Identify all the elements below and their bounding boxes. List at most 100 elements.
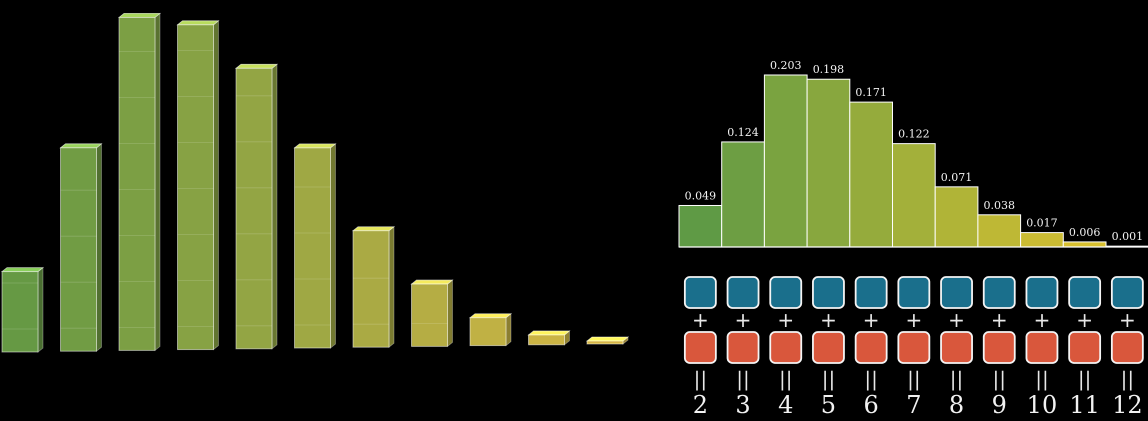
bar-8 bbox=[934, 186, 979, 248]
plus-symbol: + bbox=[1119, 308, 1136, 332]
blue-die-square bbox=[897, 276, 931, 309]
sum-tick-label-4: 4 bbox=[778, 391, 793, 419]
bar-2 bbox=[678, 204, 723, 248]
blue-die-square bbox=[812, 276, 845, 309]
sum-column-5: + ||5 bbox=[812, 276, 845, 419]
equals-symbol: || bbox=[779, 367, 792, 392]
blue-die-square bbox=[769, 276, 803, 309]
sum-column-4: + ||4 bbox=[769, 276, 803, 419]
blue-die-square bbox=[683, 276, 717, 309]
equals-symbol: || bbox=[993, 367, 1006, 392]
sum-tick-label-8: 8 bbox=[949, 391, 964, 419]
value-label-9: 0.038 bbox=[984, 199, 1016, 212]
blue-die-square bbox=[982, 276, 1016, 309]
plus-symbol: + bbox=[948, 308, 965, 332]
blue-die-square bbox=[726, 276, 760, 309]
sum-tick-label-10: 10 bbox=[1027, 391, 1058, 419]
sum-tick-label-11: 11 bbox=[1069, 391, 1100, 419]
bar-4 bbox=[763, 74, 808, 248]
value-label-12: 0.001 bbox=[1112, 230, 1144, 243]
red-die-square bbox=[726, 331, 760, 364]
plus-symbol: + bbox=[735, 308, 752, 332]
blue-die-square bbox=[1110, 276, 1144, 309]
plus-symbol: + bbox=[1076, 308, 1093, 332]
red-die-square bbox=[812, 331, 845, 364]
sum-column-6: + ||6 bbox=[854, 276, 888, 419]
sum-tick-label-9: 9 bbox=[992, 391, 1007, 419]
bar-5 bbox=[806, 78, 851, 248]
sum-tick-label-12: 12 bbox=[1112, 391, 1143, 419]
block-bar-10 bbox=[585, 336, 630, 345]
red-die-square bbox=[1110, 331, 1144, 364]
plus-symbol: + bbox=[863, 308, 880, 332]
sum-column-2: + ||2 bbox=[683, 276, 717, 419]
blue-die-square bbox=[1025, 276, 1059, 309]
value-label-5: 0.198 bbox=[813, 63, 845, 76]
sum-column-10: + ||10 bbox=[1025, 276, 1059, 419]
bar-10 bbox=[1020, 232, 1064, 248]
block-bar-7 bbox=[410, 279, 454, 348]
sum-column-9: + ||9 bbox=[982, 276, 1016, 419]
red-die-square bbox=[897, 331, 931, 364]
block-bar-6 bbox=[351, 225, 396, 349]
equals-symbol: || bbox=[822, 367, 835, 392]
bar-11 bbox=[1062, 241, 1107, 248]
sum-tick-label-6: 6 bbox=[864, 391, 879, 419]
value-label-4: 0.203 bbox=[770, 59, 802, 72]
sum-column-8: + ||8 bbox=[940, 276, 973, 419]
plus-symbol: + bbox=[905, 308, 922, 332]
sum-tick-label-7: 7 bbox=[906, 391, 921, 419]
equals-symbol: || bbox=[950, 367, 963, 392]
red-die-square bbox=[769, 331, 803, 364]
sum-tick-label-2: 2 bbox=[693, 391, 708, 419]
block-bar-0 bbox=[0, 266, 45, 353]
sum-tick-label-5: 5 bbox=[821, 391, 836, 419]
value-label-2: 0.049 bbox=[685, 189, 717, 202]
red-die-square bbox=[683, 331, 717, 364]
red-die-square bbox=[982, 331, 1016, 364]
bar-3 bbox=[721, 141, 765, 248]
left-3d-bar-chart bbox=[0, 12, 630, 353]
plus-symbol: + bbox=[820, 308, 837, 332]
block-bar-9 bbox=[527, 330, 571, 346]
block-bar-2 bbox=[117, 12, 162, 352]
bar-9 bbox=[977, 214, 1022, 248]
plus-symbol: + bbox=[991, 308, 1008, 332]
plus-symbol: + bbox=[1034, 308, 1051, 332]
value-label-10: 0.017 bbox=[1026, 217, 1058, 230]
sum-tick-label-3: 3 bbox=[735, 391, 750, 419]
sum-column-7: + ||7 bbox=[897, 276, 931, 419]
plus-symbol: + bbox=[777, 308, 794, 332]
sum-column-12: + ||12 bbox=[1110, 276, 1144, 419]
blue-die-square bbox=[1068, 276, 1102, 309]
value-label-6: 0.171 bbox=[855, 86, 887, 99]
red-die-square bbox=[1068, 331, 1102, 364]
equals-symbol: || bbox=[694, 367, 707, 392]
sum-column-3: + ||3 bbox=[726, 276, 760, 419]
block-bar-5 bbox=[293, 143, 337, 349]
value-label-3: 0.124 bbox=[727, 126, 759, 139]
red-die-square bbox=[854, 331, 888, 364]
equals-symbol: || bbox=[907, 367, 920, 392]
value-label-8: 0.071 bbox=[941, 171, 973, 184]
value-label-7: 0.122 bbox=[898, 128, 930, 141]
block-bar-3 bbox=[176, 19, 220, 351]
right-bar-chart: 0.049 0.124 0.203 0.198 0.171 0.122 0.071 0.038… bbox=[678, 59, 1148, 248]
blue-die-square bbox=[854, 276, 888, 309]
red-die-square bbox=[1025, 331, 1059, 364]
plus-symbol: + bbox=[692, 308, 709, 332]
equals-symbol: || bbox=[736, 367, 749, 392]
red-die-square bbox=[940, 331, 973, 364]
value-label-11: 0.006 bbox=[1069, 226, 1101, 239]
block-bar-8 bbox=[468, 312, 513, 347]
bar-7 bbox=[892, 143, 936, 248]
bar-6 bbox=[849, 101, 893, 248]
equals-symbol: || bbox=[1121, 367, 1134, 392]
equals-symbol: || bbox=[1035, 367, 1048, 392]
sum-diagram: +||2+||3+||4+||5+||6+||7+||8+||9+||10+||… bbox=[683, 276, 1144, 419]
blue-die-square bbox=[940, 276, 973, 309]
equals-symbol: || bbox=[1078, 367, 1091, 392]
block-bar-1 bbox=[59, 142, 103, 353]
equals-symbol: || bbox=[864, 367, 877, 392]
